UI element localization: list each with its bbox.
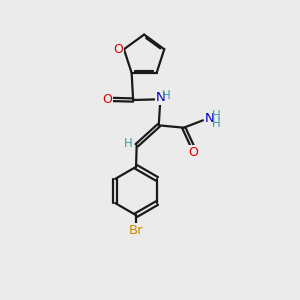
Text: O: O xyxy=(188,146,198,159)
Text: O: O xyxy=(102,93,112,106)
Text: H: H xyxy=(212,117,220,130)
Text: N: N xyxy=(205,112,215,125)
Text: H: H xyxy=(124,136,133,149)
Text: H: H xyxy=(162,89,171,102)
Text: H: H xyxy=(212,109,220,122)
Text: Br: Br xyxy=(129,224,143,237)
Text: O: O xyxy=(114,43,124,56)
Text: N: N xyxy=(156,92,166,104)
